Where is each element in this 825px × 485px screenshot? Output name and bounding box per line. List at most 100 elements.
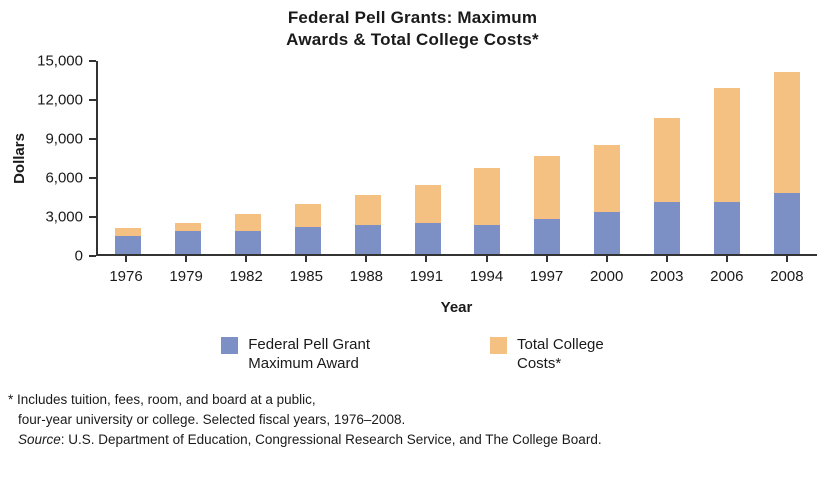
x-tick-mark <box>365 256 368 263</box>
total-college-costs-segment <box>594 145 621 212</box>
total-college-costs-segment <box>354 195 381 225</box>
stacked-bar-1991 <box>414 61 441 255</box>
pell-grant-segment <box>774 193 801 255</box>
bar-slot <box>158 61 218 255</box>
x-tick-label: 2008 <box>770 268 804 286</box>
chart-legend: Federal Pell Grant Maximum Award Total C… <box>0 336 825 374</box>
stacked-bar-2008 <box>774 61 801 255</box>
x-tick-mark <box>125 256 128 263</box>
stacked-bar-2003 <box>654 61 681 255</box>
x-tick: 1985 <box>276 256 336 285</box>
legend-label-line: Total College <box>517 336 604 354</box>
college-costs-swatch <box>490 337 507 355</box>
stacked-bar-1997 <box>534 61 561 255</box>
x-tick-mark <box>425 256 428 263</box>
bar-slot <box>757 61 817 255</box>
y-tick-mark <box>89 60 96 63</box>
y-tick-label: 15,000 <box>37 52 83 70</box>
y-axis-title-column: Dollars <box>6 61 32 256</box>
x-tick-mark <box>185 256 188 263</box>
plot-area <box>96 61 817 257</box>
bar-slot <box>697 61 757 255</box>
pell-grant-segment <box>174 231 201 255</box>
x-tick-label: 1997 <box>529 268 564 286</box>
x-tick-label: 1991 <box>409 268 444 286</box>
x-tick: 2000 <box>577 256 637 285</box>
x-tick-mark <box>725 256 728 263</box>
x-tick: 2008 <box>757 256 817 285</box>
chart-title: Federal Pell Grants: Maximum Awards & To… <box>286 8 539 50</box>
stacked-bar-2006 <box>714 61 741 255</box>
legend-label-line: Costs* <box>517 354 562 372</box>
bar-slot <box>278 61 338 255</box>
bar-slot <box>458 61 518 255</box>
x-tick-mark <box>785 256 788 263</box>
total-college-costs-segment <box>174 222 201 232</box>
x-tick: 2006 <box>697 256 757 285</box>
y-axis-title: Dollars <box>10 133 28 185</box>
total-college-costs-segment <box>294 204 321 228</box>
y-tick-mark <box>89 177 96 180</box>
y-tick-label: 9,000 <box>45 130 83 148</box>
legend-label-line: Federal Pell Grant <box>248 336 370 354</box>
y-tick-mark <box>89 138 96 141</box>
bar-slot <box>338 61 398 255</box>
x-tick-label: 1979 <box>169 268 203 286</box>
x-tick-mark <box>665 256 668 263</box>
bar-slot <box>218 61 278 255</box>
x-axis-title: Year <box>440 299 473 317</box>
stacked-bar-1994 <box>474 61 501 255</box>
pell-grant-segment <box>414 223 441 255</box>
x-tick-mark <box>245 256 248 263</box>
stacked-bar-1985 <box>294 61 321 255</box>
x-axis-labels: 1976 1979 1982 1985 1988 1991 1994 1997 2000 2003… <box>96 256 817 285</box>
total-college-costs-segment <box>114 228 141 237</box>
x-tick-mark <box>305 256 308 263</box>
stacked-bar-1979 <box>174 61 201 255</box>
y-tick-mark <box>89 99 96 102</box>
y-tick-label: 3,000 <box>45 208 83 226</box>
chart-body: Dollars 15,000 12,000 9,000 6,000 3,000 0 <box>6 53 817 265</box>
y-axis-ticks: 15,000 12,000 9,000 6,000 3,000 0 <box>32 53 96 265</box>
x-tick: 1991 <box>396 256 456 285</box>
pell-grant-segment <box>354 224 381 255</box>
pell-grant-segment <box>714 202 741 255</box>
x-tick-mark <box>605 256 608 263</box>
pell-grant-segment <box>654 202 681 255</box>
x-tick: 1976 <box>96 256 156 285</box>
x-tick-label: 1988 <box>349 268 384 286</box>
total-college-costs-segment <box>534 156 561 220</box>
stacked-bar-1976 <box>114 61 141 255</box>
y-tick-label: 6,000 <box>45 169 83 187</box>
total-college-costs-segment <box>774 71 801 194</box>
x-tick-mark <box>485 256 488 263</box>
legend-label-line: Maximum Award <box>248 354 359 372</box>
stacked-bar-1988 <box>354 61 381 255</box>
footnote-line-1: * Includes tuition, fees, room, and boar… <box>8 391 316 407</box>
bar-slot <box>98 61 158 255</box>
x-tick-label: 2000 <box>589 268 624 286</box>
footnote-source-text: : U.S. Department of Education, Congress… <box>60 432 602 448</box>
x-tick: 1997 <box>517 256 577 285</box>
legend-label-college-costs: Total College Costs* <box>517 336 604 374</box>
pell-grant-segment <box>594 211 621 255</box>
x-tick-label: 1976 <box>109 268 143 286</box>
y-tick-label: 0 <box>74 247 83 265</box>
legend-item-pell-grant: Federal Pell Grant Maximum Award <box>221 336 370 374</box>
y-tick-mark <box>89 216 96 219</box>
pell-grant-segment <box>114 236 141 255</box>
pell-grant-segment <box>474 224 501 255</box>
x-tick-label: 1985 <box>289 268 323 286</box>
legend-label-pell-grant: Federal Pell Grant Maximum Award <box>248 336 370 374</box>
x-tick: 1988 <box>336 256 396 285</box>
total-college-costs-segment <box>234 214 261 232</box>
bar-slot <box>517 61 577 255</box>
pell-grant-segment <box>294 227 321 255</box>
total-college-costs-segment <box>414 184 441 224</box>
x-tick-label: 1994 <box>469 268 504 286</box>
x-tick: 1994 <box>456 256 516 285</box>
stacked-bar-1982 <box>234 61 261 255</box>
footnote-source-label: Source <box>18 432 61 448</box>
total-college-costs-segment <box>654 117 681 203</box>
